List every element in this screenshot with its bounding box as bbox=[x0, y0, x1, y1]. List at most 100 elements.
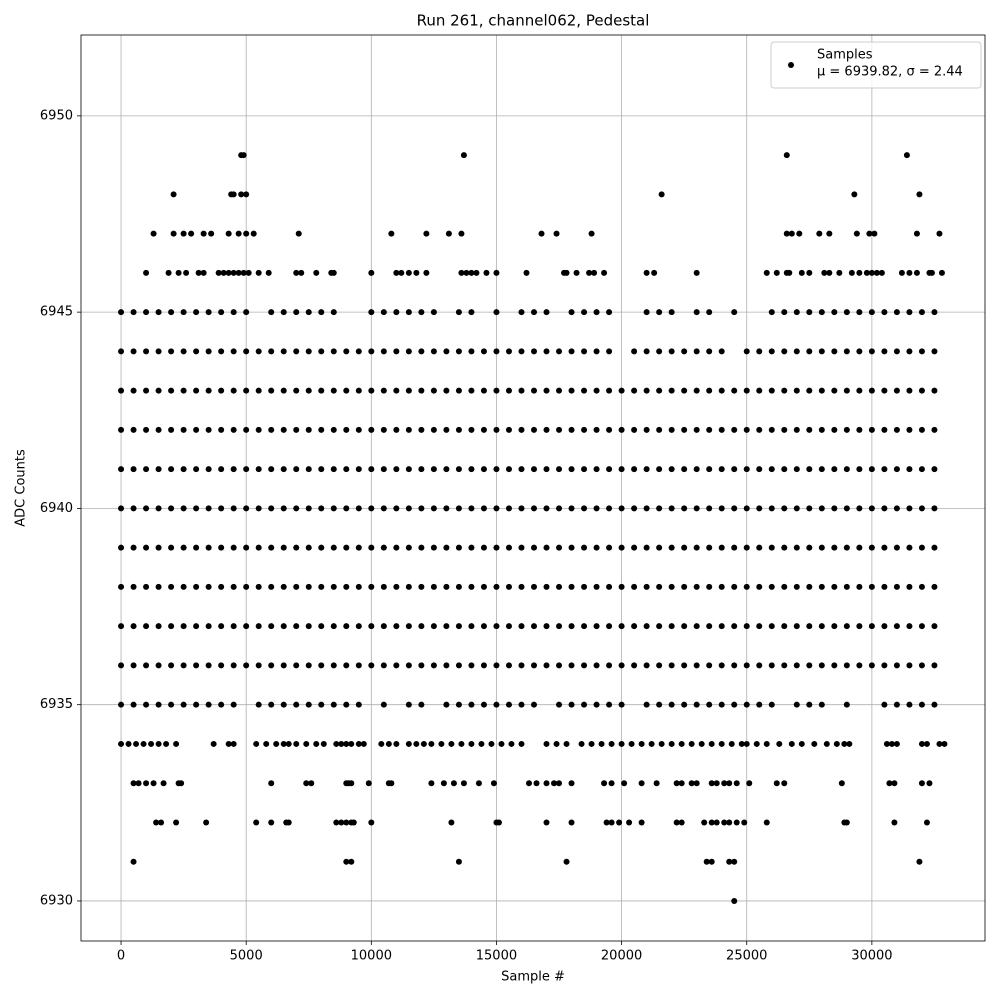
data-point bbox=[556, 544, 563, 551]
data-point bbox=[606, 583, 613, 590]
data-point bbox=[556, 348, 563, 355]
x-tick-label: 25000 bbox=[726, 949, 767, 964]
data-point bbox=[268, 701, 275, 708]
data-point bbox=[806, 309, 813, 316]
data-point bbox=[405, 544, 412, 551]
data-point bbox=[681, 387, 688, 394]
data-point bbox=[843, 466, 850, 473]
y-tick-label: 6945 bbox=[40, 305, 73, 320]
data-point bbox=[593, 348, 600, 355]
data-point bbox=[455, 348, 462, 355]
data-point bbox=[868, 505, 875, 512]
data-point bbox=[505, 426, 512, 433]
data-point bbox=[568, 819, 575, 826]
data-point bbox=[913, 269, 920, 276]
data-point bbox=[405, 701, 412, 708]
data-point bbox=[458, 269, 465, 276]
data-point bbox=[143, 387, 150, 394]
data-point bbox=[708, 819, 715, 826]
data-point bbox=[731, 426, 738, 433]
data-point bbox=[841, 740, 848, 747]
data-point bbox=[781, 309, 788, 316]
data-point bbox=[831, 426, 838, 433]
data-point bbox=[518, 309, 525, 316]
data-point bbox=[581, 583, 588, 590]
data-point bbox=[631, 426, 638, 433]
data-point bbox=[143, 309, 150, 316]
data-point bbox=[843, 387, 850, 394]
data-point bbox=[781, 505, 788, 512]
data-point bbox=[118, 426, 125, 433]
data-point bbox=[843, 426, 850, 433]
data-point bbox=[508, 740, 515, 747]
data-point bbox=[868, 269, 875, 276]
data-point bbox=[681, 505, 688, 512]
data-point bbox=[443, 387, 450, 394]
data-point bbox=[593, 387, 600, 394]
data-point bbox=[831, 623, 838, 630]
data-point bbox=[543, 387, 550, 394]
data-point bbox=[756, 544, 763, 551]
data-point bbox=[768, 387, 775, 394]
data-point bbox=[668, 544, 675, 551]
data-point bbox=[305, 623, 312, 630]
data-point bbox=[793, 583, 800, 590]
data-point bbox=[140, 740, 147, 747]
x-tick-label: 5000 bbox=[230, 949, 263, 964]
data-point bbox=[493, 269, 500, 276]
data-point bbox=[718, 701, 725, 708]
data-point bbox=[851, 191, 858, 198]
data-point bbox=[906, 505, 913, 512]
data-point bbox=[293, 505, 300, 512]
data-point bbox=[768, 583, 775, 590]
data-point bbox=[468, 426, 475, 433]
data-point bbox=[438, 740, 445, 747]
data-point bbox=[218, 623, 225, 630]
data-point bbox=[768, 662, 775, 669]
data-point bbox=[173, 740, 180, 747]
data-point bbox=[193, 701, 200, 708]
data-point bbox=[180, 544, 187, 551]
data-point bbox=[255, 662, 262, 669]
data-point bbox=[488, 740, 495, 747]
data-point bbox=[293, 269, 300, 276]
data-point bbox=[180, 309, 187, 316]
data-point bbox=[906, 662, 913, 669]
data-point bbox=[531, 348, 538, 355]
data-point bbox=[656, 623, 663, 630]
data-point bbox=[230, 505, 237, 512]
data-point bbox=[681, 662, 688, 669]
data-point bbox=[368, 466, 375, 473]
data-point bbox=[330, 387, 337, 394]
data-point bbox=[693, 466, 700, 473]
data-point bbox=[468, 466, 475, 473]
data-point bbox=[143, 505, 150, 512]
data-point bbox=[631, 544, 638, 551]
data-point bbox=[205, 544, 212, 551]
data-point bbox=[273, 740, 280, 747]
data-point bbox=[205, 623, 212, 630]
data-point bbox=[430, 583, 437, 590]
data-point bbox=[380, 387, 387, 394]
data-point bbox=[130, 623, 137, 630]
data-point bbox=[806, 662, 813, 669]
data-point bbox=[205, 662, 212, 669]
data-point bbox=[193, 387, 200, 394]
data-point bbox=[811, 740, 818, 747]
data-point bbox=[568, 309, 575, 316]
data-point bbox=[843, 544, 850, 551]
data-point bbox=[430, 466, 437, 473]
data-point bbox=[293, 701, 300, 708]
data-point bbox=[293, 623, 300, 630]
data-point bbox=[866, 230, 873, 237]
data-point bbox=[480, 583, 487, 590]
data-point bbox=[853, 230, 860, 237]
data-point bbox=[305, 505, 312, 512]
data-point bbox=[656, 583, 663, 590]
data-point bbox=[393, 309, 400, 316]
data-point bbox=[631, 583, 638, 590]
data-point bbox=[856, 426, 863, 433]
data-point bbox=[255, 466, 262, 473]
data-point bbox=[268, 426, 275, 433]
data-point bbox=[798, 269, 805, 276]
